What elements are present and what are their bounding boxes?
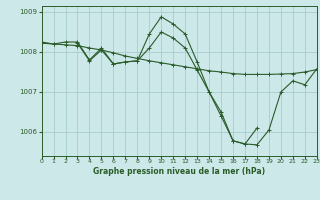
X-axis label: Graphe pression niveau de la mer (hPa): Graphe pression niveau de la mer (hPa) [93, 167, 265, 176]
